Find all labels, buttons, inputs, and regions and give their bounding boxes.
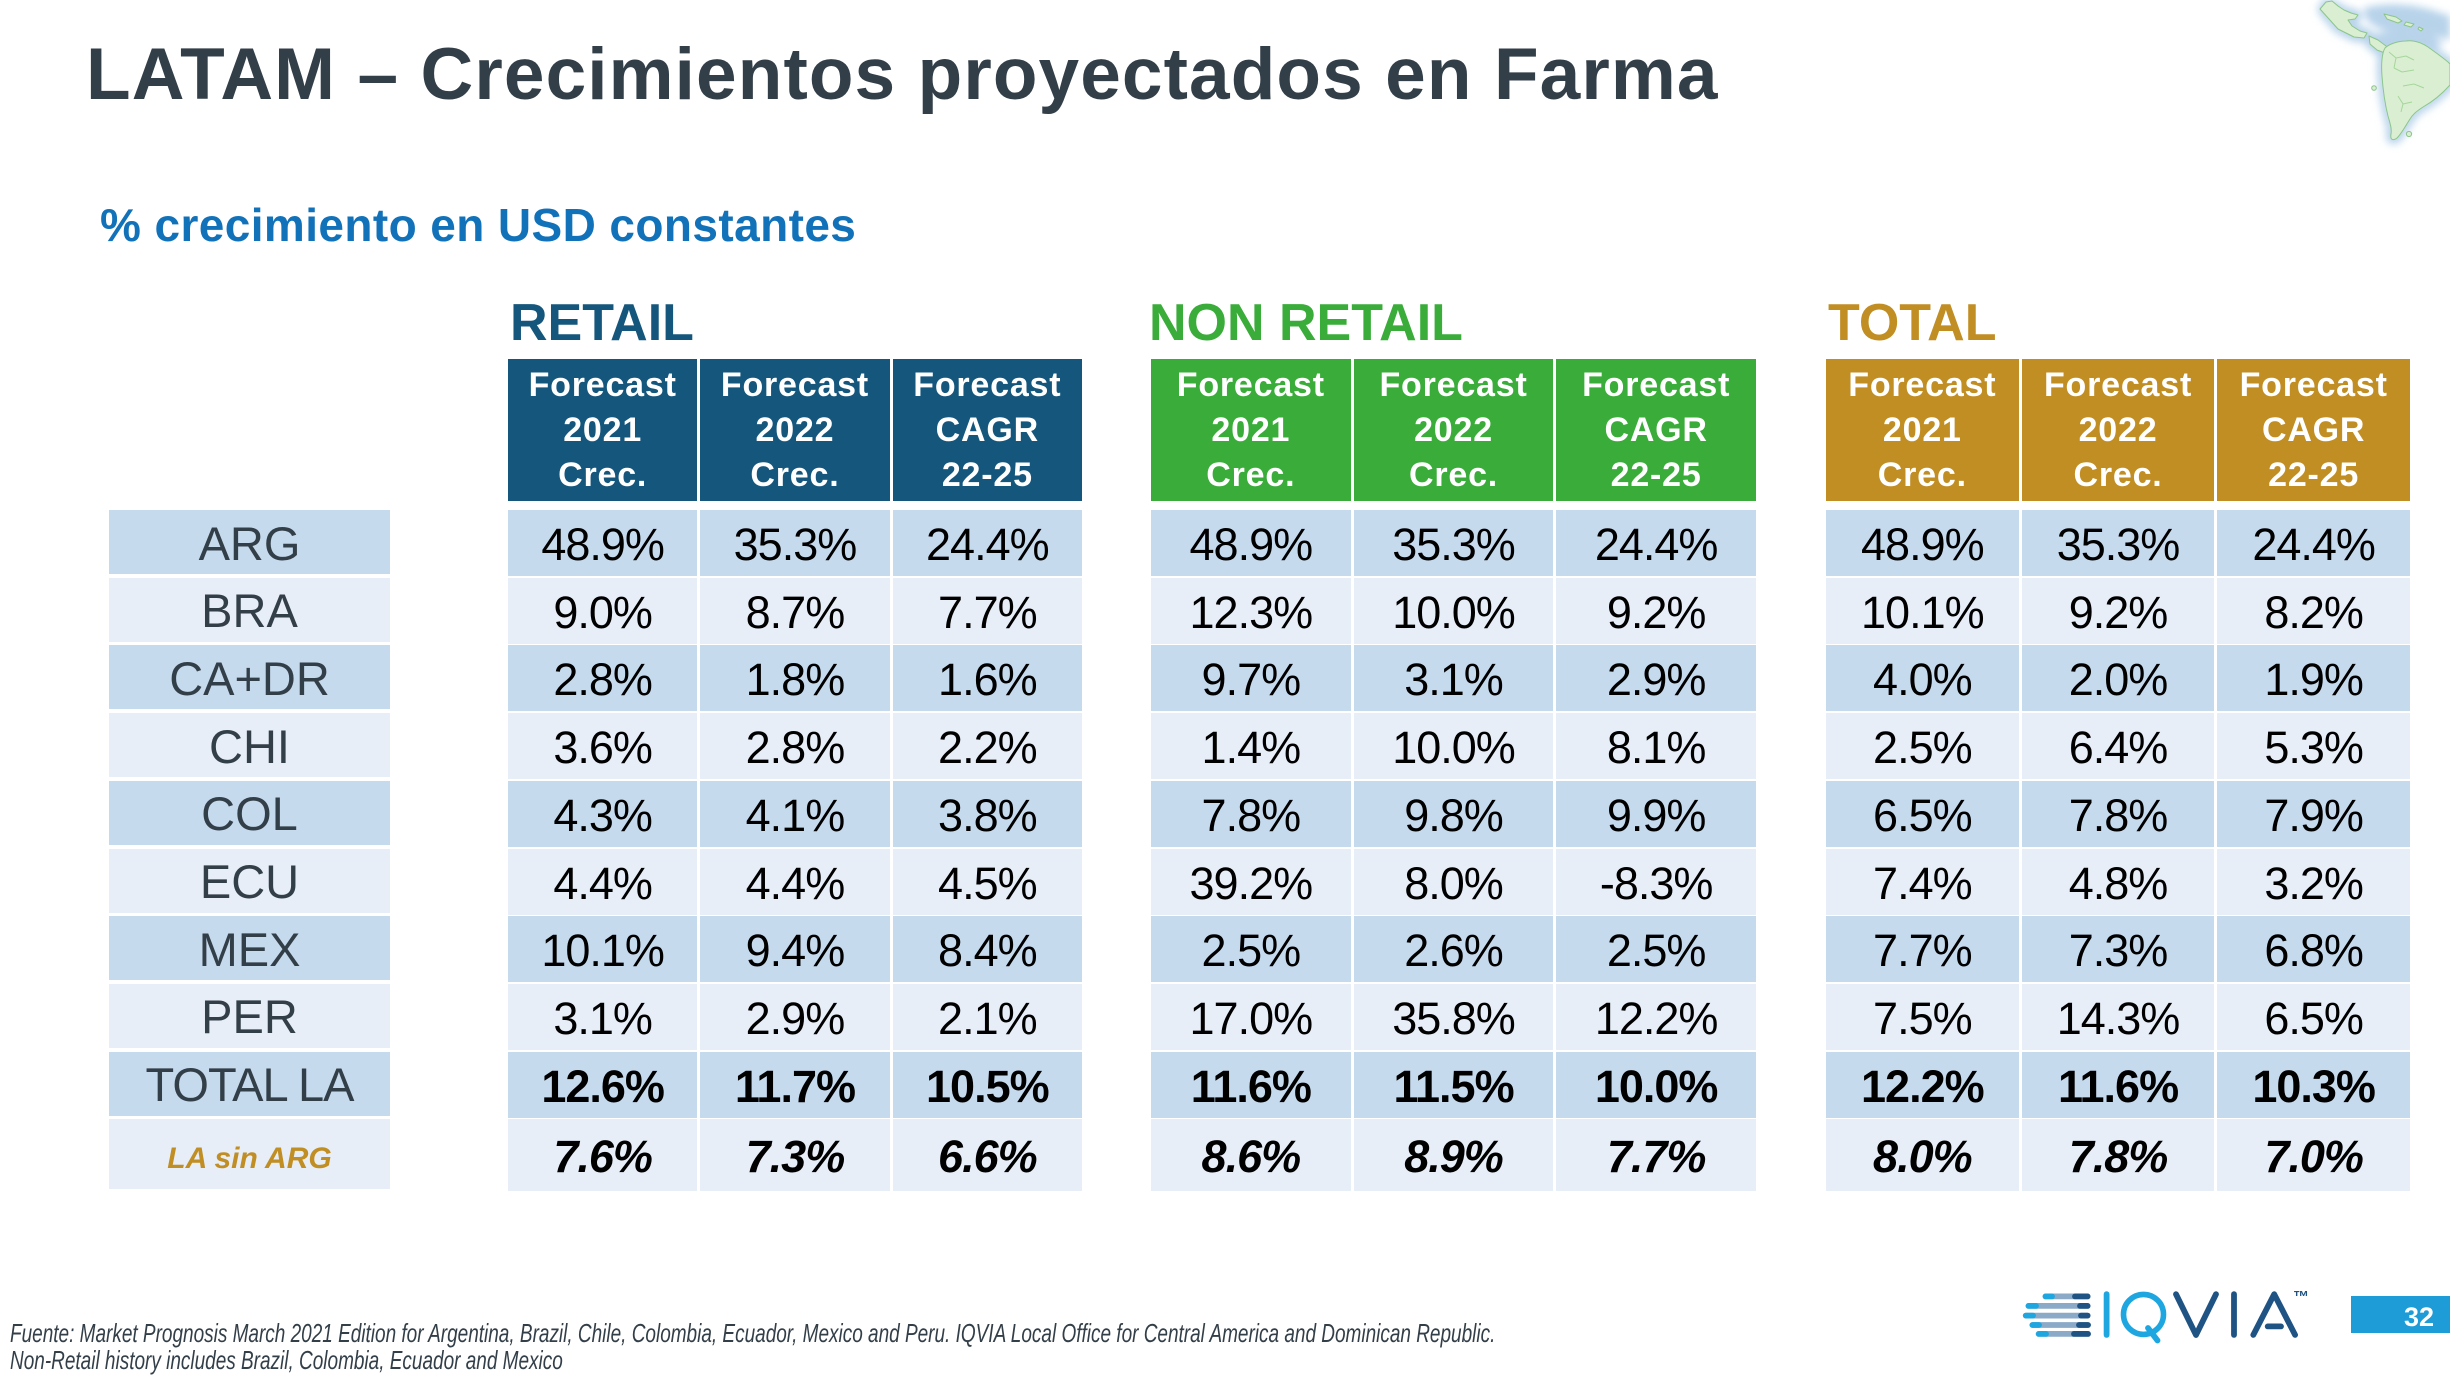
svg-text:™: ™ [2293,1289,2309,1306]
